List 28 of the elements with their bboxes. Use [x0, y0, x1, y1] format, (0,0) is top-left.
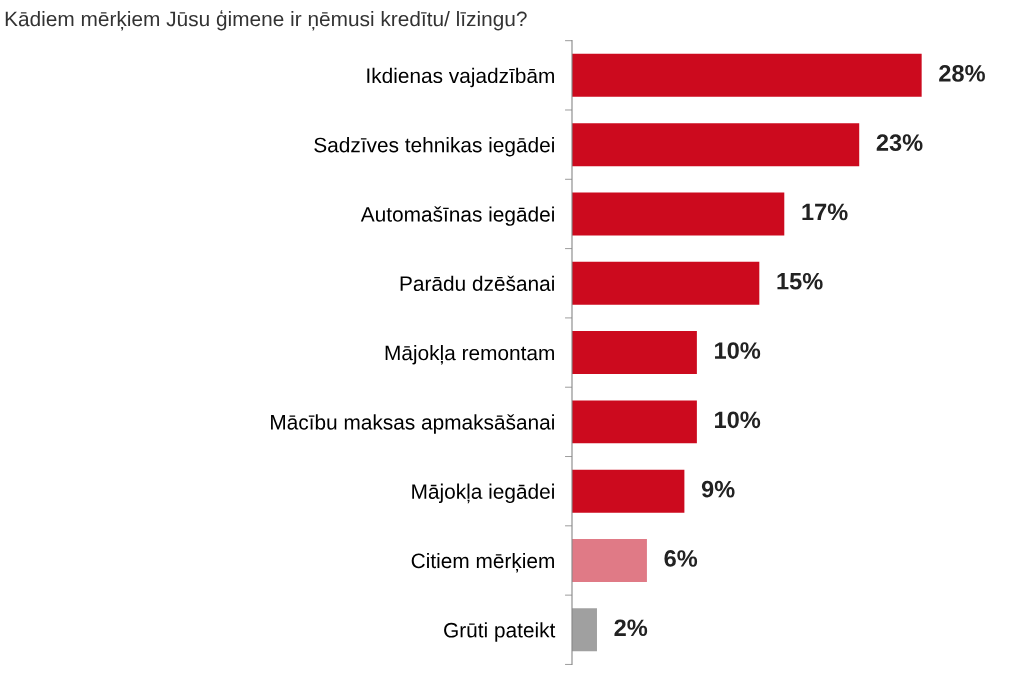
bar	[572, 469, 685, 513]
bar	[572, 331, 697, 375]
data-label: 10%	[715, 411, 761, 429]
bar	[572, 192, 785, 236]
bar	[572, 53, 922, 97]
y-tick-label: Mācību maksas apmaksāšanai	[271, 414, 554, 434]
y-tick-label: Sadzīves tehnikas iegādei	[314, 137, 554, 157]
text: Kādiem mērķiem Jūsu ģimene ir ņēmusi kredītu/ līzingu?	[5, 10, 527, 31]
y-tick-label: Mājokļa remontam	[385, 345, 554, 365]
data-label: 2%	[614, 619, 648, 637]
bar	[572, 400, 697, 444]
y-tick-label: Citiem mērķiem	[411, 552, 554, 573]
y-tick-label: Grūti pateikt	[444, 622, 556, 642]
data-label: 23%	[876, 134, 923, 152]
data-label: 10%	[715, 342, 761, 359]
data-label: 9%	[701, 480, 735, 498]
data-label: 6%	[664, 550, 698, 567]
data-label: 17%	[802, 203, 848, 221]
y-tick-label: Parādu dzēšanai	[400, 275, 554, 292]
bar	[572, 608, 597, 652]
y-tick-label: Mājokļa iegādei	[412, 483, 554, 504]
data-label: 28%	[939, 64, 985, 82]
y-tick-label: Automašīnas iegādei	[360, 206, 554, 226]
bar	[572, 123, 860, 167]
bar	[572, 261, 760, 305]
bar	[572, 538, 647, 582]
y-tick-label: Ikdienas vajadzībām	[367, 67, 554, 88]
data-label: 15%	[777, 272, 823, 290]
